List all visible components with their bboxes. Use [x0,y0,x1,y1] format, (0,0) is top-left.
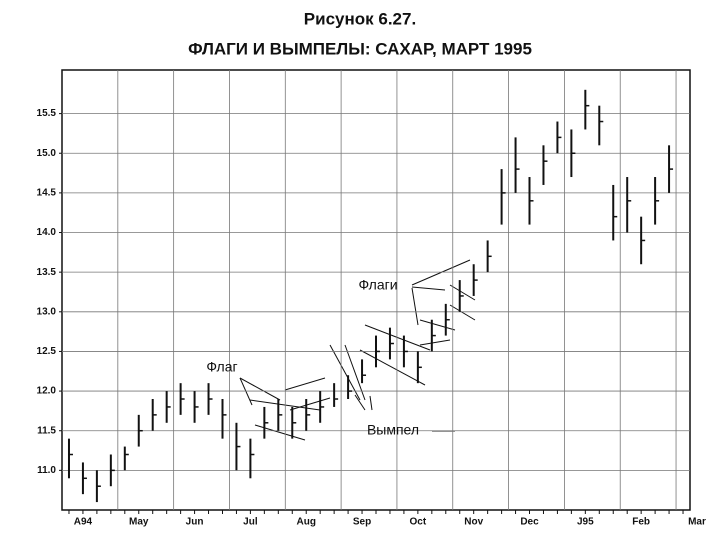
x-tick-label: Dec [520,517,539,528]
x-tick-label: Aug [296,517,315,528]
y-tick-label: 15.5 [37,108,57,119]
x-tick-label: Jun [186,517,204,528]
x-tick-label: A94 [74,517,93,528]
y-tick-label: 14.5 [37,188,57,199]
x-tick-label: Feb [632,517,650,528]
chart-title: Рисунок 6.27. [304,9,416,28]
x-tick-label: Oct [410,517,427,528]
x-tick-label: Mar [688,517,706,528]
y-tick-label: 15.0 [37,148,57,159]
chart-subtitle: ФЛАГИ И ВЫМПЕЛЫ: САХАР, МАРТ 1995 [188,39,532,58]
x-tick-label: Jul [243,517,258,528]
y-tick-label: 12.5 [37,346,57,357]
annotation: Флаг [206,359,237,375]
annotation: Флаги [358,277,397,293]
y-tick-label: 13.0 [37,306,57,317]
y-tick-label: 11.5 [37,425,56,436]
x-tick-label: May [129,517,149,528]
y-tick-label: 11.0 [37,465,56,476]
y-tick-label: 14.0 [37,227,57,238]
y-tick-label: 13.5 [37,267,57,278]
x-tick-label: J95 [577,517,594,528]
pattern-lines [239,259,476,441]
y-tick-label: 12.0 [37,386,57,397]
x-tick-label: Nov [464,517,483,528]
x-tick-label: Sep [353,517,371,528]
annotation: Вымпел [367,422,419,438]
